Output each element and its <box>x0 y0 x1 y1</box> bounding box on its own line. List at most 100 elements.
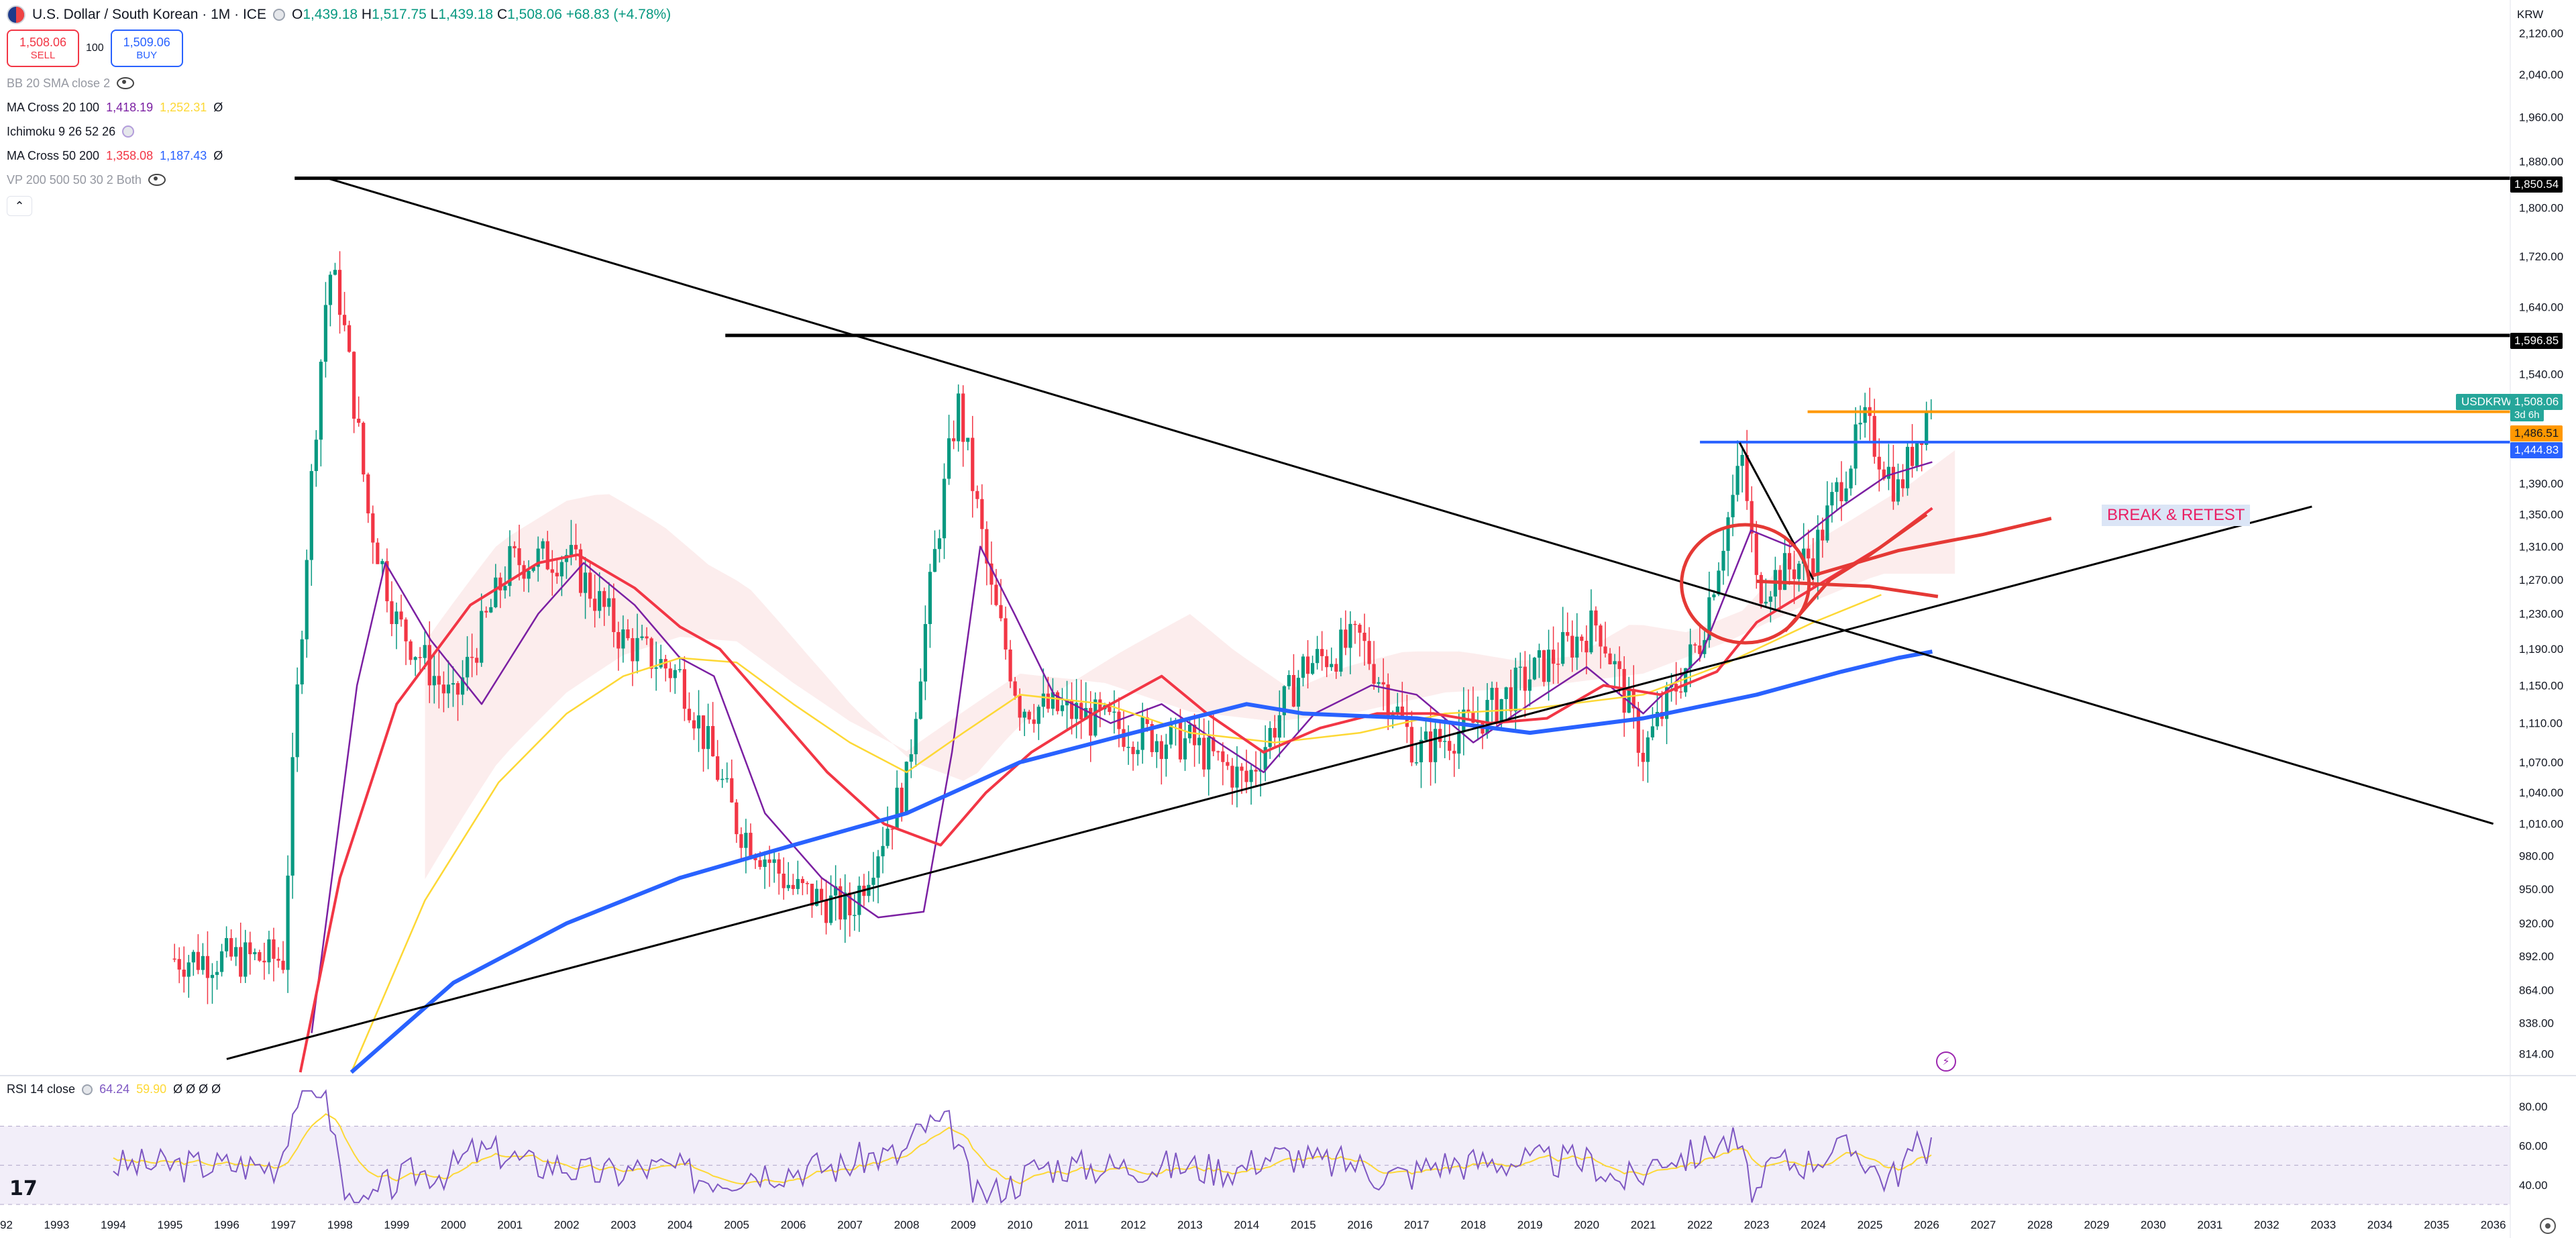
candle-body <box>1212 737 1216 752</box>
indicator-name[interactable]: MA Cross 20 100 <box>7 100 100 114</box>
trendline-1[interactable] <box>226 505 2312 1060</box>
candle-body <box>1126 747 1130 748</box>
hidden-eye-icon[interactable] <box>117 77 135 89</box>
candle-body <box>295 684 299 758</box>
candle-body <box>1202 737 1206 770</box>
symbol-title[interactable]: U.S. Dollar / South Korean · 1M · ICE <box>32 7 266 22</box>
candle-body <box>1443 741 1447 742</box>
year-tick-label: 2035 <box>2424 1219 2449 1231</box>
candle-body <box>819 888 824 900</box>
candle-body <box>1655 711 1660 727</box>
quantity-field[interactable]: 100 <box>86 42 104 54</box>
candle-body <box>1693 644 1697 646</box>
price-tick-label: 1,040.00 <box>2519 786 2563 799</box>
candle-body <box>1684 668 1688 692</box>
candle-body <box>1254 770 1258 772</box>
indicator-row[interactable]: BB 20 SMA close 2 <box>7 71 671 95</box>
buy-button[interactable]: 1,509.06 BUY <box>110 30 183 67</box>
candle-body <box>1854 424 1858 469</box>
candle-body <box>1782 553 1787 590</box>
candle-body <box>1140 717 1144 750</box>
candle-body <box>914 719 918 755</box>
candle-body <box>1400 706 1404 717</box>
candle-body <box>1169 723 1173 745</box>
candle-body <box>1646 737 1650 762</box>
rsi-name[interactable]: RSI 14 close <box>7 1082 76 1096</box>
candle-body <box>1197 737 1201 745</box>
indicator-name[interactable]: VP 200 500 50 30 2 Both <box>7 172 142 187</box>
hidden-eye-icon[interactable] <box>148 174 166 186</box>
candle-body <box>494 577 498 607</box>
indicator-value: 1,187.43 <box>160 148 207 162</box>
candle-body <box>635 637 639 662</box>
candle-body <box>323 305 328 362</box>
annotation-base-stroke[interactable] <box>1756 579 1939 599</box>
currency-label[interactable]: KRW <box>2517 8 2544 21</box>
indicator-name[interactable]: MA Cross 50 200 <box>7 148 100 162</box>
break-retest-annotation[interactable]: BREAK & RETEST <box>2102 505 2251 526</box>
tradingview-logo[interactable]: 17 <box>9 1177 38 1200</box>
candle-body <box>824 900 828 923</box>
year-tick-label: 2036 <box>2481 1219 2506 1231</box>
sell-button[interactable]: 1,508.06 SELL <box>7 30 79 67</box>
candle-body <box>626 629 630 639</box>
price-tick-label: 1,230.00 <box>2519 608 2563 621</box>
candle-body <box>559 562 564 576</box>
candle-body <box>1551 650 1556 664</box>
candle-body <box>1717 570 1721 595</box>
candle-body <box>1523 666 1527 691</box>
year-tick-label: 2025 <box>1858 1219 1883 1231</box>
candle-body <box>1414 762 1419 764</box>
candle-body <box>621 629 625 649</box>
candle-body <box>423 645 427 658</box>
candle-body <box>239 947 243 977</box>
candle-body <box>1599 625 1603 647</box>
year-tick-label: 2030 <box>2141 1219 2166 1231</box>
indicator-status-icon[interactable] <box>122 125 135 138</box>
candle-body <box>1221 751 1225 762</box>
candle-body <box>314 440 318 472</box>
candle-body <box>1150 723 1154 752</box>
candle-body <box>1164 744 1168 760</box>
trendline-0[interactable] <box>328 177 2494 825</box>
rsi-status-icon[interactable] <box>82 1084 93 1095</box>
candle-body <box>994 584 998 605</box>
annotation-arrow-stroke[interactable] <box>1813 517 2052 577</box>
candle-body <box>678 669 682 670</box>
candle-body <box>1325 656 1329 668</box>
candle-body <box>470 656 474 658</box>
candle-body <box>1915 442 1919 466</box>
lightning-event-icon[interactable]: ⚡ <box>1936 1051 1956 1072</box>
candle-body <box>1070 699 1074 719</box>
indicator-row[interactable]: VP 200 500 50 30 2 Both <box>7 168 671 192</box>
candle-body <box>758 860 762 867</box>
indicator-name[interactable]: BB 20 SMA close 2 <box>7 76 111 90</box>
price-tick-label: 1,540.00 <box>2519 368 2563 381</box>
candle-body <box>234 947 238 957</box>
candle-body <box>1839 482 1843 501</box>
annotation-retest-stroke[interactable] <box>1783 513 1928 633</box>
indicator-name[interactable]: Ichimoku 9 26 52 26 <box>7 124 116 138</box>
candle-body <box>1542 650 1546 682</box>
price-tick-label: 1,960.00 <box>2519 111 2563 123</box>
candle-body <box>1811 558 1815 576</box>
candle-body <box>1358 625 1362 633</box>
indicator-row[interactable]: Ichimoku 9 26 52 26 <box>7 119 671 144</box>
candle-body <box>1065 699 1069 706</box>
collapse-legend-button[interactable]: ⌃ <box>7 196 32 216</box>
candle-body <box>569 545 574 556</box>
indicator-list: BB 20 SMA close 2 MA Cross 20 100 1,418.19… <box>7 71 671 192</box>
indicator-value: 1,252.31 <box>160 100 207 114</box>
candle-body <box>1721 550 1725 571</box>
settings-gear-icon[interactable] <box>2540 1218 2556 1234</box>
candle-body <box>1778 570 1782 590</box>
candle-body <box>399 611 403 620</box>
candle-body <box>1835 482 1839 493</box>
candle-body <box>1452 750 1456 754</box>
candle-body <box>1712 594 1716 598</box>
market-status-icon[interactable] <box>272 9 285 21</box>
indicator-row[interactable]: MA Cross 50 200 1,358.08 1,187.43 Ø <box>7 144 671 168</box>
indicator-row[interactable]: MA Cross 20 100 1,418.19 1,252.31 Ø <box>7 95 671 119</box>
